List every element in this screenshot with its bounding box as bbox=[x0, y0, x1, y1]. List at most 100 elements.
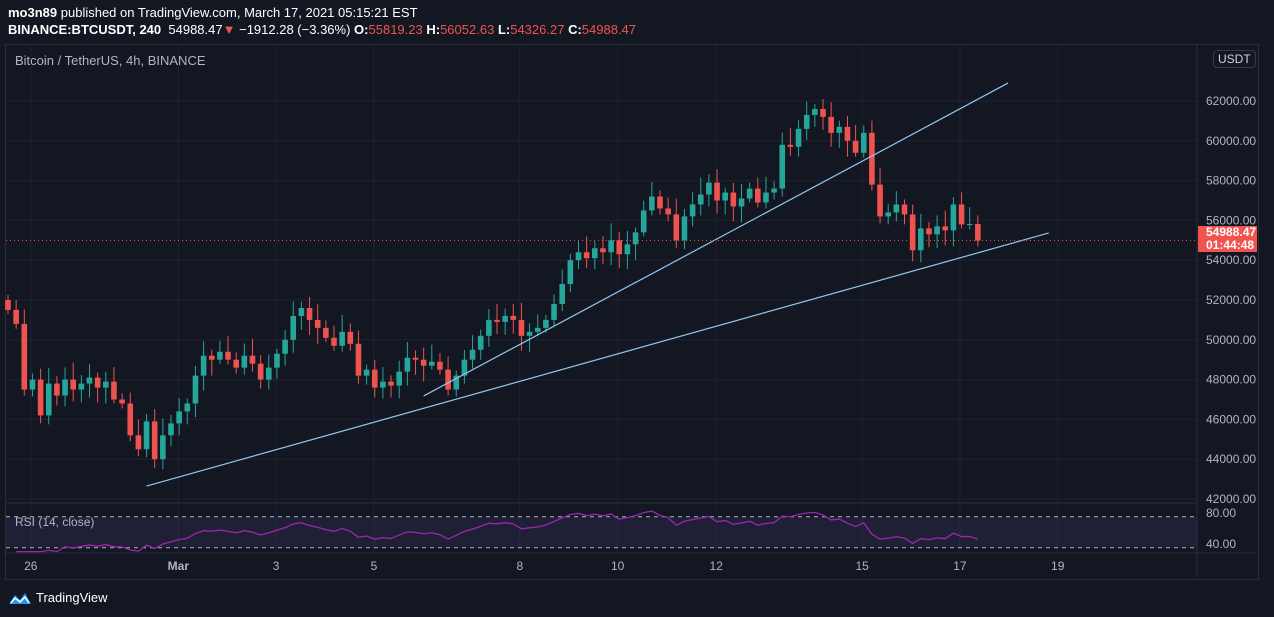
candle bbox=[412, 350, 419, 375]
candle bbox=[241, 343, 248, 375]
candle-body bbox=[143, 421, 150, 450]
candle-body bbox=[298, 307, 305, 316]
candle-body bbox=[714, 182, 720, 201]
candle-body bbox=[62, 379, 68, 396]
candle-body bbox=[396, 371, 402, 386]
candle bbox=[771, 181, 777, 200]
candle bbox=[347, 323, 354, 351]
candle-body bbox=[388, 381, 394, 386]
candle-body bbox=[103, 381, 109, 388]
candle bbox=[477, 329, 484, 360]
candle bbox=[755, 177, 761, 208]
candle-body bbox=[575, 252, 582, 261]
open-value: 55819.23 bbox=[368, 22, 423, 37]
candle-body bbox=[706, 182, 712, 195]
candle bbox=[534, 314, 541, 336]
candle-body bbox=[975, 223, 981, 241]
candle-body bbox=[355, 343, 362, 376]
candle-body bbox=[918, 228, 924, 251]
candle bbox=[355, 330, 362, 384]
candle bbox=[551, 294, 557, 326]
candle-body bbox=[290, 315, 297, 340]
candle bbox=[592, 240, 598, 270]
publisher[interactable]: mo3n89 bbox=[8, 5, 58, 20]
candle bbox=[225, 336, 231, 365]
candle-body bbox=[420, 359, 427, 366]
candle-body bbox=[966, 223, 973, 225]
candle-body bbox=[885, 212, 891, 217]
candle bbox=[714, 169, 720, 214]
y-tick-label: 42000.00 bbox=[1206, 492, 1256, 506]
candle bbox=[135, 419, 142, 457]
candle-body bbox=[249, 355, 256, 364]
candle bbox=[926, 222, 932, 248]
candle-body bbox=[632, 232, 639, 245]
candle-body bbox=[722, 192, 728, 201]
candle bbox=[429, 344, 435, 370]
candle-body bbox=[306, 307, 313, 320]
candle-body bbox=[624, 244, 631, 255]
candle bbox=[567, 254, 574, 293]
candle bbox=[559, 269, 565, 311]
candle bbox=[518, 302, 525, 351]
candle bbox=[143, 414, 150, 458]
candle bbox=[103, 371, 109, 404]
candle-body bbox=[469, 349, 476, 360]
candle-body bbox=[893, 204, 900, 213]
tradingview-logo[interactable]: TradingView bbox=[8, 590, 108, 605]
candle-body bbox=[5, 300, 11, 310]
candle-body bbox=[860, 132, 867, 153]
candle bbox=[901, 199, 908, 225]
candle bbox=[657, 190, 663, 215]
candle-body bbox=[380, 381, 386, 388]
candle bbox=[746, 182, 753, 203]
candle-body bbox=[567, 260, 574, 285]
candle bbox=[62, 367, 68, 407]
y-tick-label: 58000.00 bbox=[1206, 174, 1256, 188]
candle bbox=[160, 418, 166, 470]
candle-body bbox=[70, 379, 76, 390]
candle-body bbox=[518, 319, 525, 336]
candle-body bbox=[616, 240, 623, 255]
candle bbox=[380, 367, 386, 399]
rsi-band bbox=[6, 516, 1197, 548]
candle bbox=[94, 372, 101, 403]
candle-body bbox=[738, 198, 745, 207]
x-tick-label: 19 bbox=[1051, 559, 1065, 573]
candle-body bbox=[404, 357, 411, 372]
candle bbox=[29, 373, 36, 397]
candle-body bbox=[371, 369, 378, 388]
candle-body bbox=[844, 126, 851, 141]
low-value: 54326.27 bbox=[510, 22, 565, 37]
candle bbox=[649, 181, 655, 216]
candle bbox=[5, 295, 11, 314]
candle bbox=[404, 341, 411, 386]
currency-button[interactable]: USDT bbox=[1213, 50, 1256, 68]
candle-body bbox=[909, 214, 916, 251]
publish-info: mo3n89 published on TradingView.com, Mar… bbox=[8, 5, 418, 20]
candle bbox=[13, 300, 19, 329]
candle bbox=[445, 356, 451, 396]
price-change: −1912.28 (−3.36%) bbox=[239, 22, 351, 37]
candle bbox=[893, 191, 900, 222]
candle bbox=[290, 301, 297, 353]
x-tick-label: 12 bbox=[710, 559, 724, 573]
candle-body bbox=[314, 319, 321, 328]
candle bbox=[127, 392, 134, 442]
x-tick-label: 10 bbox=[611, 559, 625, 573]
candle bbox=[37, 368, 44, 424]
candle bbox=[820, 99, 826, 130]
chart-frame bbox=[5, 44, 1259, 580]
candle-body bbox=[592, 248, 598, 259]
candle-body bbox=[526, 331, 533, 336]
candle-body bbox=[640, 210, 647, 233]
candle-body bbox=[502, 315, 508, 322]
candle-body bbox=[323, 327, 329, 338]
candle-body bbox=[771, 188, 777, 193]
candle-body bbox=[168, 423, 174, 436]
y-tick-label: 48000.00 bbox=[1206, 373, 1256, 387]
candle bbox=[78, 375, 85, 403]
candle bbox=[510, 303, 517, 334]
y-tick-label: 46000.00 bbox=[1206, 412, 1256, 426]
